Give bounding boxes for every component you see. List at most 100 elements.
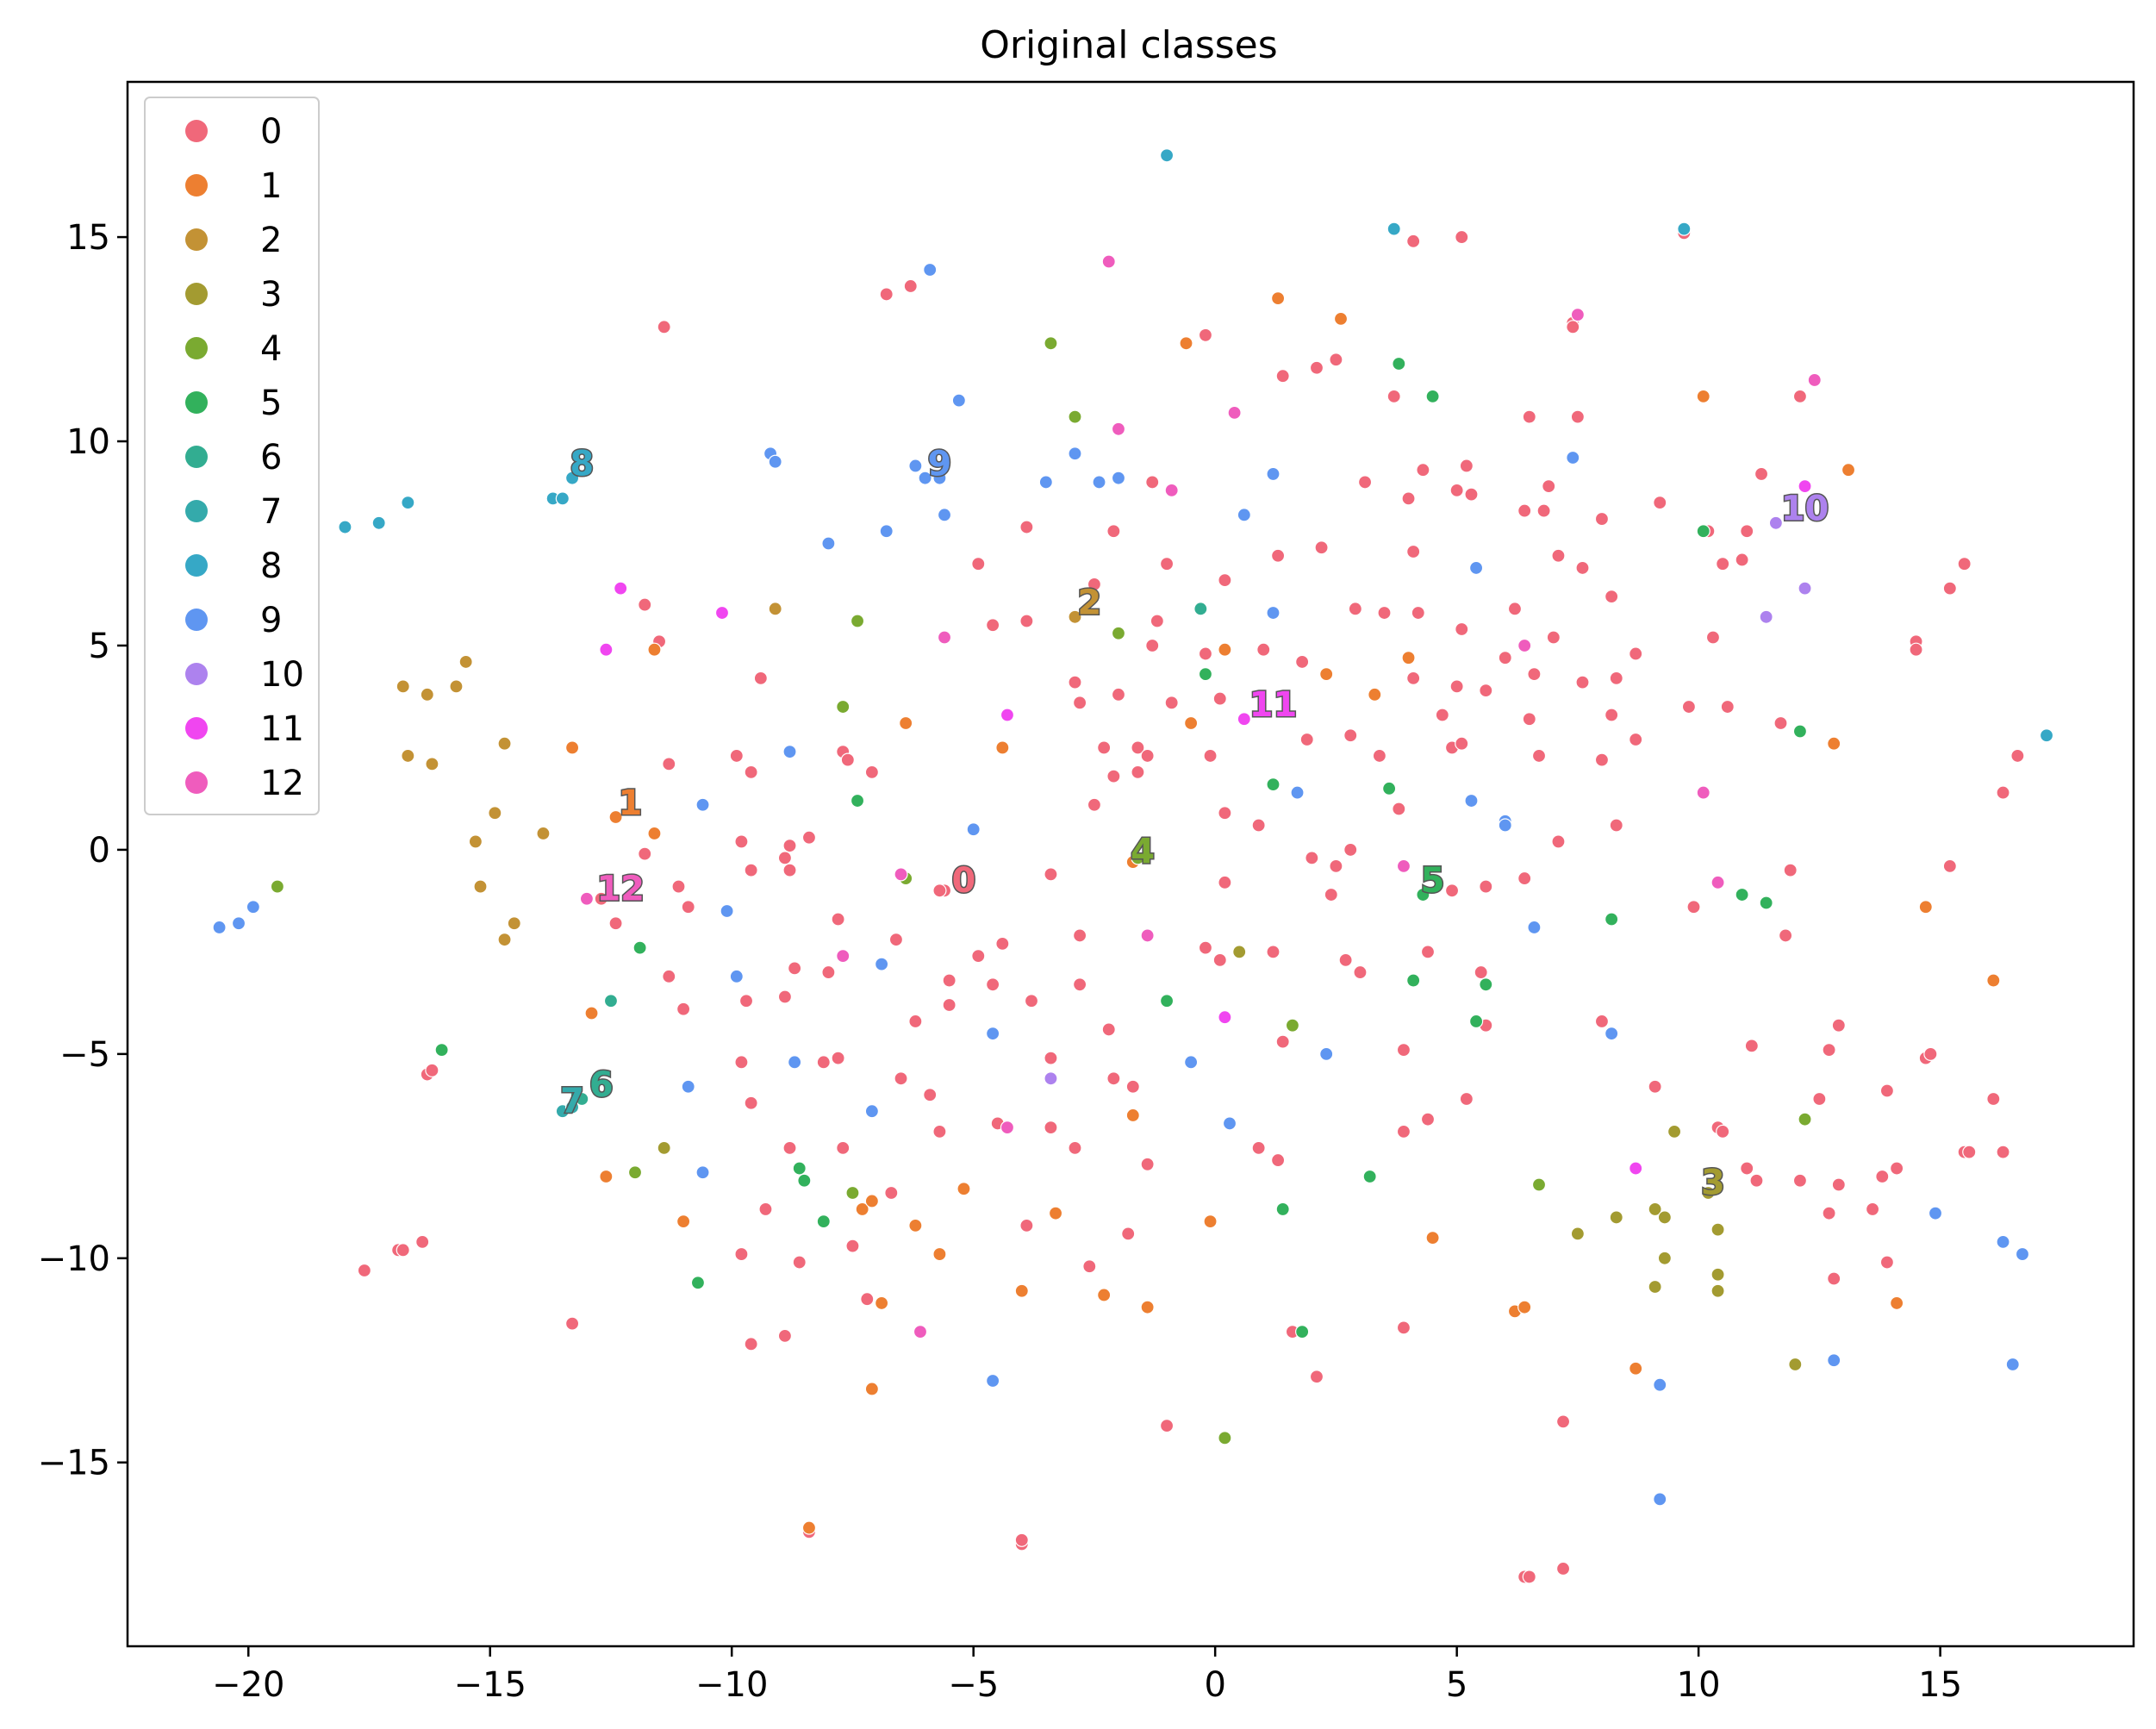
point-class-0 — [1740, 1161, 1754, 1176]
point-class-4 — [1044, 336, 1058, 351]
chart-title: Original classes — [980, 23, 1277, 67]
point-class-12 — [579, 891, 595, 906]
point-class-0 — [1551, 548, 1566, 563]
legend-marker-1 — [185, 174, 208, 197]
point-class-12 — [1570, 308, 1585, 322]
point-class-9 — [729, 969, 744, 983]
point-class-2 — [420, 687, 434, 702]
point-class-0 — [1594, 511, 1610, 527]
point-class-0 — [1474, 964, 1488, 980]
point-class-0 — [753, 671, 768, 685]
point-class-0 — [1716, 557, 1730, 571]
point-class-1 — [1841, 463, 1856, 478]
legend-label-12: 12 — [260, 764, 304, 803]
point-class-0 — [777, 989, 793, 1004]
point-class-9 — [875, 957, 889, 971]
point-class-0 — [1479, 683, 1493, 698]
point-class-0 — [1270, 548, 1286, 563]
point-class-0 — [1609, 818, 1623, 833]
point-class-9 — [966, 822, 981, 837]
point-class-0 — [1140, 1157, 1155, 1171]
point-class-0 — [1392, 802, 1406, 816]
point-class-1 — [1890, 1295, 1904, 1311]
point-class-0 — [986, 618, 1000, 633]
point-class-4 — [845, 1185, 860, 1201]
point-class-1 — [1270, 291, 1286, 306]
point-class-0 — [608, 916, 623, 931]
centroid-label-11: 11 — [1249, 685, 1298, 725]
point-class-0 — [662, 969, 676, 983]
point-class-0 — [879, 287, 894, 302]
point-class-0 — [564, 1316, 580, 1331]
point-class-0 — [1396, 1043, 1411, 1058]
legend-marker-11 — [185, 717, 208, 740]
point-class-1 — [1696, 389, 1710, 403]
point-class-0 — [1507, 602, 1523, 616]
point-class-0 — [1566, 320, 1580, 334]
point-class-1 — [1517, 1300, 1532, 1314]
point-class-5 — [1382, 781, 1397, 796]
point-class-0 — [1783, 863, 1798, 877]
point-class-0 — [1198, 328, 1213, 342]
point-class-12 — [1517, 638, 1532, 653]
point-class-3 — [1701, 1185, 1716, 1201]
point-class-0 — [1812, 1091, 1827, 1107]
point-class-0 — [1357, 475, 1373, 490]
point-class-0 — [888, 933, 904, 947]
point-class-0 — [1212, 952, 1227, 967]
point-class-3 — [1657, 1251, 1672, 1265]
point-class-0 — [1111, 687, 1126, 702]
point-class-3 — [1648, 1202, 1662, 1217]
point-class-9 — [695, 1165, 710, 1180]
point-class-5 — [1696, 524, 1710, 539]
point-class-9 — [1290, 785, 1305, 800]
point-class-10 — [1798, 581, 1812, 596]
point-class-0 — [1140, 748, 1155, 764]
point-class-5 — [434, 1043, 449, 1058]
point-class-0 — [1295, 654, 1310, 670]
point-class-0 — [1072, 928, 1087, 943]
point-class-0 — [1705, 630, 1721, 645]
point-class-0 — [1575, 560, 1590, 576]
point-class-0 — [1324, 887, 1338, 902]
point-class-0 — [1555, 1414, 1571, 1429]
point-class-0 — [357, 1263, 371, 1278]
point-class-3 — [1710, 1222, 1725, 1237]
point-class-5 — [1275, 1202, 1290, 1217]
point-class-9 — [1566, 450, 1580, 465]
point-class-0 — [1740, 524, 1754, 539]
point-class-0 — [1406, 671, 1421, 685]
point-class-0 — [1218, 875, 1232, 889]
point-class-3 — [1648, 1279, 1662, 1295]
point-class-1 — [599, 1169, 614, 1184]
point-class-5 — [1792, 724, 1808, 739]
point-class-9 — [720, 903, 734, 919]
point-class-9 — [212, 920, 227, 935]
point-class-0 — [1522, 409, 1536, 424]
point-class-4 — [627, 1165, 643, 1180]
point-class-4 — [1068, 409, 1082, 424]
point-class-0 — [777, 1328, 793, 1343]
point-class-0 — [1019, 520, 1034, 534]
point-class-0 — [681, 900, 695, 914]
point-class-0 — [671, 879, 686, 894]
point-class-0 — [986, 977, 1000, 992]
point-class-12 — [1227, 405, 1242, 420]
point-class-0 — [729, 748, 744, 764]
point-class-0 — [1251, 818, 1266, 833]
point-class-0 — [1890, 1161, 1904, 1176]
point-class-2 — [449, 679, 464, 694]
point-class-2 — [488, 806, 502, 821]
point-class-0 — [1942, 858, 1957, 873]
point-class-8 — [338, 520, 352, 534]
point-class-0 — [1648, 1079, 1662, 1094]
point-class-0 — [1531, 748, 1547, 764]
y-tick-label: 0 — [89, 831, 110, 871]
point-class-12 — [1164, 483, 1179, 497]
point-class-0 — [1072, 696, 1087, 710]
point-class-0 — [734, 1246, 749, 1262]
legend-marker-2 — [185, 228, 208, 251]
legend-label-10: 10 — [260, 655, 304, 695]
point-class-0 — [1270, 1152, 1286, 1168]
